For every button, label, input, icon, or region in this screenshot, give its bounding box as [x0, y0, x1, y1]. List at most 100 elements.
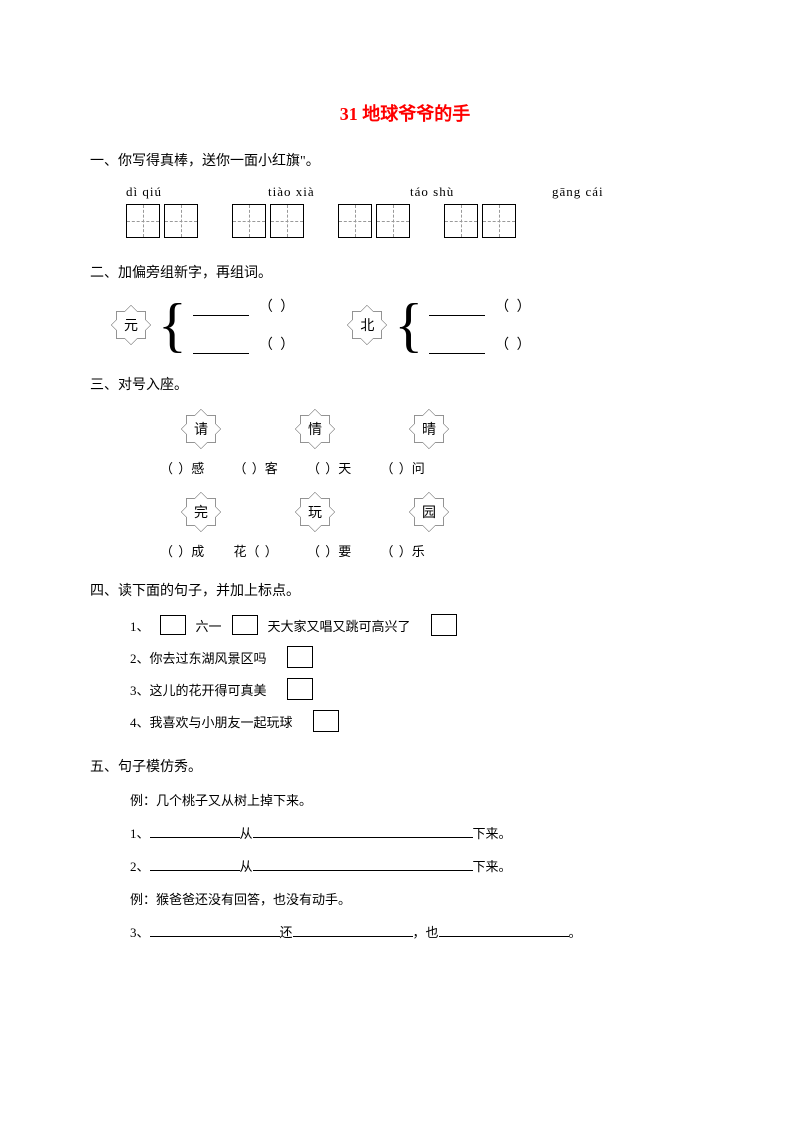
tianzige-box [126, 204, 160, 238]
pinyin-row: dì qiú tiào xià táo shù gāng cái [126, 184, 720, 200]
example-2: 例：猴爸爸还没有回答，也没有动手。 [130, 889, 720, 908]
page-title: 31 地球爷爷的手 [90, 100, 720, 126]
blank-line [429, 339, 485, 354]
blank-line [429, 301, 485, 316]
star-label: 晴 [422, 419, 436, 439]
imitate-3: 3、 还 ，也 。 [130, 922, 720, 941]
paren-blank: （ ） [259, 296, 297, 316]
section-1-header: 一、你写得真棒，送你一面小红旗"。 [90, 150, 720, 170]
star-label: 园 [422, 502, 436, 522]
fill-item: （ ）问 [381, 461, 425, 476]
star-word: 请 [180, 408, 222, 450]
section-2-body: 元 { （ ） （ ） 北 { （ ） （ ） [110, 296, 720, 354]
fill-item: （ ）成 [160, 544, 204, 559]
answer-box [287, 646, 313, 668]
tianzige-box [482, 204, 516, 238]
item-text: 下来。 [473, 826, 512, 841]
star-word: 情 [294, 408, 336, 450]
fill-item: （ ）乐 [381, 544, 425, 559]
blank-line [150, 922, 280, 937]
star-label: 请 [194, 419, 208, 439]
pinyin-1: dì qiú [126, 184, 216, 200]
item-text: 天大家又唱又跳可高兴了 [268, 616, 411, 635]
sentence-2: 2、你去过东湖风景区吗 [130, 646, 720, 668]
blank-line [193, 339, 249, 354]
tianzige-box [444, 204, 478, 238]
item-text: 从 [240, 826, 253, 841]
answer-box [287, 678, 313, 700]
fill-item: 花（ ） [234, 544, 278, 559]
star-label: 完 [194, 502, 208, 522]
section-5-body: 例：几个桃子又从树上掉下来。 1、从下来。 2、从下来。 例：猴爸爸还没有回答，… [130, 790, 720, 941]
paren-blank: （ ） [259, 334, 297, 354]
tianzige-box [338, 204, 372, 238]
group-1: 元 { （ ） （ ） [110, 296, 296, 354]
tianzige-box [164, 204, 198, 238]
sentence-3: 3、这儿的花开得可真美 [130, 678, 720, 700]
answer-box [160, 615, 186, 635]
star-label: 情 [308, 419, 322, 439]
star-label: 玩 [308, 502, 322, 522]
item-text: 4、我喜欢与小朋友一起玩球 [130, 712, 293, 731]
item-text: 从 [240, 859, 253, 874]
star-char-1: 元 [110, 304, 152, 346]
group-2: 北 { （ ） （ ） [346, 296, 532, 354]
paren-blank: （ ） [495, 334, 533, 354]
imitate-2: 2、 从 下来。 [130, 856, 720, 875]
example-1: 例：几个桃子又从树上掉下来。 [130, 790, 720, 809]
section-3-body: 请 情 晴 （ ）感 （ ）客 （ ）天 （ ）问 完 玩 园 （ ）成 花（ … [130, 408, 720, 560]
tianzige-box [232, 204, 266, 238]
item-text: 。 [569, 925, 582, 940]
pinyin-2: tiào xià [268, 184, 358, 200]
tianzige-box [270, 204, 304, 238]
fill-row-1: （ ）感 （ ）客 （ ）天 （ ）问 [160, 458, 720, 477]
answer-box [232, 615, 258, 635]
fill-item: （ ）客 [234, 461, 278, 476]
item-text: 2、你去过东湖风景区吗 [130, 648, 267, 667]
brace-icon: { [158, 301, 187, 349]
brace-icon: { [394, 301, 423, 349]
star-word: 晴 [408, 408, 450, 450]
item-text: 还 [280, 925, 293, 940]
item-prefix: 1、 [130, 616, 150, 635]
imitate-1: 1、 从 下来。 [130, 823, 720, 842]
section-5-header: 五、句子模仿秀。 [90, 756, 720, 776]
item-text: 下来。 [473, 859, 512, 874]
worksheet-page: 31 地球爷爷的手 一、你写得真棒，送你一面小红旗"。 dì qiú tiào … [0, 0, 800, 995]
fill-item: （ ）要 [307, 544, 351, 559]
fill-row-2: （ ）成 花（ ） （ ）要 （ ）乐 [160, 541, 720, 560]
item-prefix: 2、 [130, 859, 150, 874]
sentence-1: 1、 六一 天大家又唱又跳可高兴了 [130, 614, 720, 636]
item-text: ，也 [413, 925, 439, 940]
star-row-1: 请 情 晴 [180, 408, 720, 450]
star-word: 玩 [294, 491, 336, 533]
star-label: 北 [360, 315, 374, 335]
fill-item: （ ）感 [160, 461, 204, 476]
paren-blank: （ ） [495, 296, 533, 316]
answer-box [313, 710, 339, 732]
tianzige-box [376, 204, 410, 238]
item-text: 六一 [196, 616, 222, 635]
blank-line [439, 922, 569, 937]
section-4-body: 1、 六一 天大家又唱又跳可高兴了 2、你去过东湖风景区吗 3、这儿的花开得可真… [130, 614, 720, 732]
section-2-header: 二、加偏旁组新字，再组词。 [90, 262, 720, 282]
pinyin-4: gāng cái [552, 184, 642, 200]
item-prefix: 1、 [130, 826, 150, 841]
star-label: 元 [124, 315, 138, 335]
blank-line [253, 823, 473, 838]
blank-line [253, 856, 473, 871]
star-word: 园 [408, 491, 450, 533]
tianzige-row [126, 204, 720, 238]
answer-box [431, 614, 457, 636]
section-4-header: 四、读下面的句子，并加上标点。 [90, 580, 720, 600]
item-prefix: 3、 [130, 925, 150, 940]
blank-line [193, 301, 249, 316]
star-row-2: 完 玩 园 [180, 491, 720, 533]
star-char-2: 北 [346, 304, 388, 346]
blank-line [150, 856, 240, 871]
fill-item: （ ）天 [307, 461, 351, 476]
star-word: 完 [180, 491, 222, 533]
sentence-4: 4、我喜欢与小朋友一起玩球 [130, 710, 720, 732]
section-3-header: 三、对号入座。 [90, 374, 720, 394]
item-text: 3、这儿的花开得可真美 [130, 680, 267, 699]
